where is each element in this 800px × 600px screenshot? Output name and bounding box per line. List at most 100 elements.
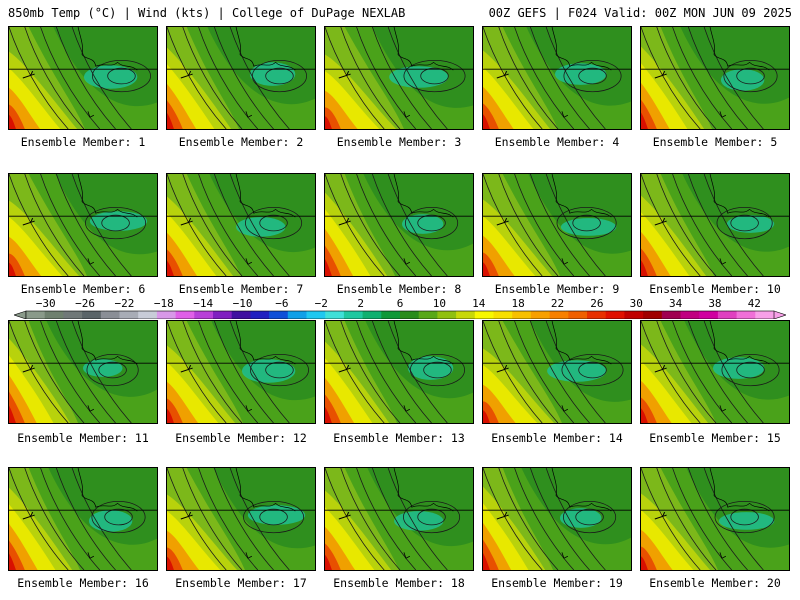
ensemble-member-label: Ensemble Member: 14 bbox=[491, 431, 623, 445]
colorbar-swatch bbox=[680, 311, 700, 319]
ensemble-member-map bbox=[640, 26, 790, 130]
colorbar-swatch bbox=[156, 311, 176, 319]
colorbar-swatch bbox=[624, 311, 644, 319]
ensemble-member-map bbox=[640, 173, 790, 277]
colorbar-swatch bbox=[568, 311, 588, 319]
temperature-field bbox=[483, 174, 631, 276]
colorbar-swatch bbox=[325, 311, 345, 319]
colorbar-tick-label: 18 bbox=[511, 297, 524, 310]
temperature-field bbox=[9, 27, 157, 129]
colorbar-swatch bbox=[736, 311, 756, 319]
ensemble-member-map bbox=[324, 320, 474, 424]
ensemble-member-label: Ensemble Member: 11 bbox=[17, 431, 149, 445]
model-run-valid-time: 00Z GEFS | F024 Valid: 00Z MON JUN 09 20… bbox=[488, 6, 792, 20]
colorbar-swatch bbox=[26, 311, 46, 319]
colorbar-swatch bbox=[194, 311, 214, 319]
temperature-field bbox=[641, 174, 789, 276]
colorbar-tick-label: 42 bbox=[748, 297, 761, 310]
ensemble-member-label: Ensemble Member: 2 bbox=[178, 135, 304, 149]
colorbar-tick-label: 2 bbox=[357, 297, 364, 310]
colorbar-swatch bbox=[530, 311, 550, 319]
colorbar-tick-label: 22 bbox=[551, 297, 564, 310]
ensemble-member-map bbox=[640, 320, 790, 424]
ensemble-member-label: Ensemble Member: 1 bbox=[20, 135, 146, 149]
ensemble-member-map bbox=[166, 173, 316, 277]
colorbar-swatch bbox=[250, 311, 270, 319]
ensemble-member-map bbox=[8, 467, 158, 571]
ensemble-member-label: Ensemble Member: 20 bbox=[649, 576, 781, 590]
ensemble-member-map bbox=[166, 467, 316, 571]
ensemble-member-label: Ensemble Member: 7 bbox=[178, 282, 304, 296]
colorbar-swatch bbox=[100, 311, 120, 319]
colorbar-tick-label: −14 bbox=[193, 297, 213, 310]
map-title: 850mb Temp (°C) | Wind (kts) | College o… bbox=[8, 6, 406, 20]
colorbar-swatch bbox=[549, 311, 569, 319]
colorbar-swatch bbox=[456, 311, 476, 319]
ensemble-member-label: Ensemble Member: 16 bbox=[17, 576, 149, 590]
colorbar-swatch bbox=[717, 311, 737, 319]
ensemble-member-label: Ensemble Member: 5 bbox=[652, 135, 778, 149]
colorbar-swatch bbox=[44, 311, 64, 319]
ensemble-member-label: Ensemble Member: 9 bbox=[494, 282, 620, 296]
colorbar-tick-label: −30 bbox=[36, 297, 56, 310]
temperature-field bbox=[9, 321, 157, 423]
ensemble-member-map bbox=[8, 320, 158, 424]
temperature-field bbox=[483, 27, 631, 129]
ensemble-member-label: Ensemble Member: 3 bbox=[336, 135, 462, 149]
colorbar-swatch bbox=[699, 311, 719, 319]
colorbar-tick-label: 14 bbox=[472, 297, 486, 310]
ensemble-member-label: Ensemble Member: 8 bbox=[336, 282, 462, 296]
colorbar-tick-label: 38 bbox=[708, 297, 721, 310]
colorbar-swatch bbox=[287, 311, 307, 319]
ensemble-member-map bbox=[640, 467, 790, 571]
temperature-colorbar: −30 −26 −22 −18 −14 −10 −6 −2 2 6 10 14 18 22 26 30 34 38… bbox=[14, 297, 786, 319]
colorbar-tick-label: 30 bbox=[630, 297, 643, 310]
temperature-field bbox=[167, 321, 315, 423]
temperature-field bbox=[9, 174, 157, 276]
colorbar-swatch bbox=[119, 311, 139, 319]
colorbar-swatch bbox=[213, 311, 233, 319]
ensemble-member-label: Ensemble Member: 13 bbox=[333, 431, 465, 445]
temperature-field bbox=[483, 321, 631, 423]
colorbar-tick-label: −2 bbox=[315, 297, 328, 310]
colorbar-swatch bbox=[82, 311, 102, 319]
temperature-field bbox=[483, 468, 631, 570]
ensemble-member-map bbox=[482, 173, 632, 277]
colorbar-swatch bbox=[643, 311, 663, 319]
temperature-field bbox=[325, 174, 473, 276]
ensemble-member-map bbox=[8, 173, 158, 277]
ensemble-member-label: Ensemble Member: 10 bbox=[649, 282, 781, 296]
temperature-field bbox=[325, 321, 473, 423]
colorbar-swatch bbox=[512, 311, 532, 319]
ensemble-member-label: Ensemble Member: 4 bbox=[494, 135, 620, 149]
colorbar-swatch bbox=[474, 311, 494, 319]
colorbar-tick-label: −6 bbox=[275, 297, 288, 310]
ensemble-member-map bbox=[324, 173, 474, 277]
colorbar-tick-label: −10 bbox=[233, 297, 253, 310]
ensemble-member-map bbox=[482, 320, 632, 424]
colorbar-swatch bbox=[418, 311, 438, 319]
ensemble-member-label: Ensemble Member: 15 bbox=[649, 431, 781, 445]
temperature-field bbox=[641, 468, 789, 570]
colorbar-swatch bbox=[63, 311, 83, 319]
colorbar-swatch bbox=[138, 311, 158, 319]
temperature-field bbox=[167, 468, 315, 570]
temperature-field bbox=[641, 27, 789, 129]
colorbar-swatch bbox=[175, 311, 195, 319]
colorbar-swatch bbox=[400, 311, 420, 319]
ensemble-member-label: Ensemble Member: 19 bbox=[491, 576, 623, 590]
temperature-field bbox=[325, 27, 473, 129]
colorbar-swatch bbox=[231, 311, 251, 319]
ensemble-member-label: Ensemble Member: 18 bbox=[333, 576, 465, 590]
colorbar-swatch bbox=[362, 311, 382, 319]
colorbar-swatch bbox=[605, 311, 625, 319]
temperature-field bbox=[325, 468, 473, 570]
colorbar-swatch bbox=[587, 311, 607, 319]
colorbar-tick-label: −22 bbox=[114, 297, 134, 310]
ensemble-member-label: Ensemble Member: 17 bbox=[175, 576, 307, 590]
temperature-field bbox=[167, 174, 315, 276]
ensemble-member-map bbox=[166, 26, 316, 130]
ensemble-member-map bbox=[482, 26, 632, 130]
ensemble-member-map bbox=[324, 467, 474, 571]
ensemble-member-label: Ensemble Member: 12 bbox=[175, 431, 307, 445]
